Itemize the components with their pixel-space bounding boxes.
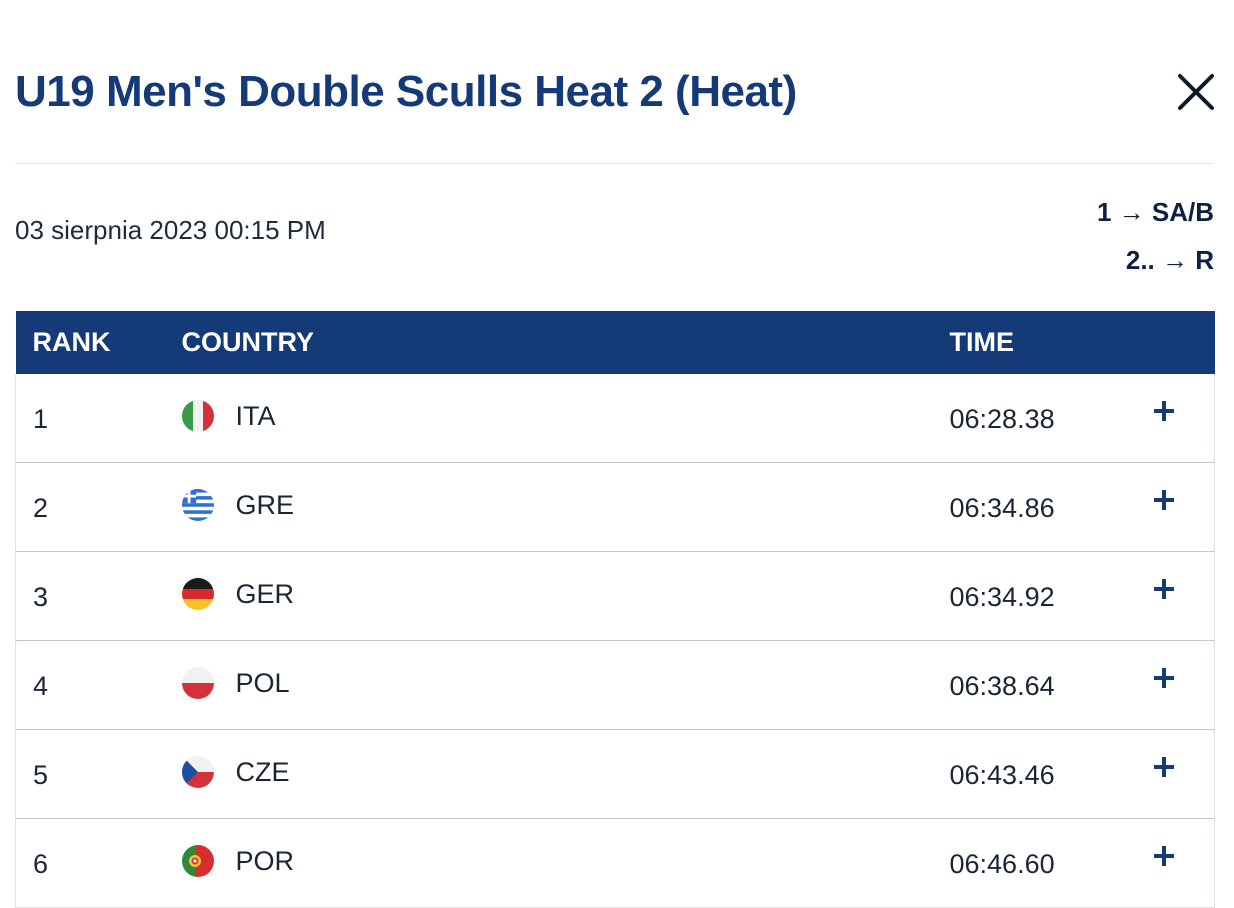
germany-flag-icon (181, 578, 214, 610)
expand-cell (1149, 640, 1215, 730)
rank-cell: 1 (15, 374, 182, 463)
country-cell: GER (181, 551, 950, 641)
country-cell: CZE (181, 729, 950, 819)
column-header-rank: RANK (15, 311, 182, 374)
country-code: ITA (235, 400, 276, 431)
czech-flag-icon (181, 756, 214, 788)
column-header-country: COUNTRY (181, 311, 950, 374)
expand-row-button[interactable] (1150, 842, 1178, 870)
table-row[interactable]: 3 GER 06:34.92 (15, 551, 1215, 641)
expand-row-button[interactable] (1150, 486, 1178, 514)
plus-icon (1153, 845, 1174, 866)
close-icon (1178, 74, 1214, 110)
plus-icon (1153, 756, 1174, 777)
time-cell: 06:43.46 (949, 729, 1150, 819)
expand-row-button[interactable] (1150, 753, 1178, 781)
country-cell: POR (181, 818, 950, 908)
country-code: POL (235, 667, 290, 698)
expand-cell (1149, 818, 1215, 908)
rank-cell: 4 (15, 640, 182, 730)
table-row[interactable]: 6 POR 06:46.60 (15, 818, 1215, 908)
plus-icon (1153, 489, 1174, 510)
race-datetime: 03 sierpnia 2023 00:15 PM (15, 215, 326, 245)
country-code: GRE (235, 489, 295, 520)
expand-cell (1149, 462, 1215, 552)
country-cell: POL (181, 640, 950, 730)
table-header-row: RANK COUNTRY TIME (15, 311, 1215, 374)
rank-cell: 3 (15, 551, 182, 641)
results-table: RANK COUNTRY TIME 1 ITA (15, 311, 1215, 908)
table-row[interactable]: 4 POL 06:38.64 (15, 640, 1215, 730)
expand-cell (1149, 551, 1215, 641)
close-button[interactable] (1170, 68, 1222, 120)
plus-icon (1153, 667, 1174, 688)
header-divider (15, 163, 1214, 164)
country-cell: GRE (181, 462, 950, 552)
column-header-time: TIME (949, 311, 1150, 374)
expand-cell (1149, 729, 1215, 819)
greece-flag-icon (181, 489, 214, 521)
rank-cell: 5 (15, 729, 182, 819)
expand-row-button[interactable] (1150, 664, 1178, 692)
progression-rule: 1 → SA/B (1096, 197, 1214, 227)
plus-icon (1153, 578, 1174, 599)
plus-icon (1153, 400, 1174, 421)
expand-cell (1149, 374, 1215, 463)
table-row[interactable]: 5 CZE 06:43.46 (15, 729, 1215, 819)
country-code: CZE (235, 756, 290, 787)
time-cell: 06:38.64 (949, 640, 1150, 730)
time-cell: 06:28.38 (949, 374, 1150, 463)
country-code: GER (235, 578, 295, 609)
poland-flag-icon (181, 667, 214, 699)
progression-rule: 2.. → R (1125, 245, 1214, 275)
column-header-actions (1149, 311, 1215, 374)
expand-row-button[interactable] (1150, 575, 1178, 603)
country-code: POR (235, 845, 295, 876)
table-row[interactable]: 2 GRE (15, 462, 1215, 552)
table-row[interactable]: 1 ITA 06:28.38 (15, 374, 1215, 463)
time-cell: 06:34.86 (949, 462, 1150, 552)
rank-cell: 2 (15, 462, 182, 552)
race-title: U19 Men's Double Sculls Heat 2 (Heat) (15, 67, 797, 116)
time-cell: 06:34.92 (949, 551, 1150, 641)
expand-row-button[interactable] (1150, 397, 1178, 425)
time-cell: 06:46.60 (949, 818, 1150, 908)
progression-rules: 1 → SA/B 2.. → R (1097, 188, 1214, 284)
rank-cell: 6 (15, 818, 182, 908)
country-cell: ITA (181, 374, 950, 463)
portugal-flag-icon (181, 845, 214, 877)
italy-flag-icon (181, 400, 214, 432)
